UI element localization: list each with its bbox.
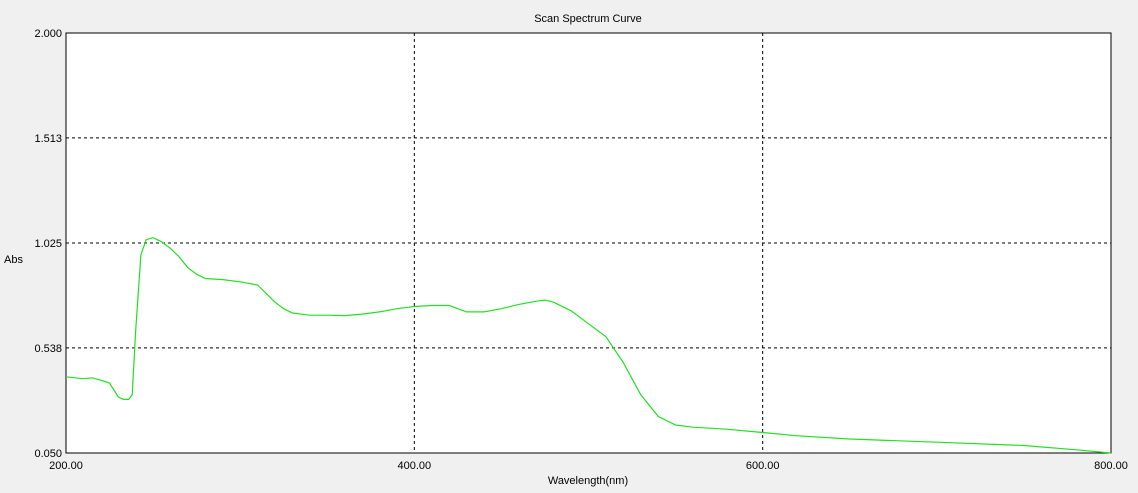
series-line-spectrum (65, 236, 1112, 454)
y-tick-label: 0.050 (34, 448, 62, 460)
x-tick-label: 600.00 (746, 460, 780, 472)
x-axis-ticks: 200.00 400.00 600.00 800.00 (49, 460, 1128, 472)
x-axis-label: Wavelength(nm) (548, 475, 628, 487)
chart-title: Scan Spectrum Curve (534, 13, 642, 25)
y-tick-label: 1.513 (34, 133, 62, 145)
y-tick-label: 0.538 (34, 343, 62, 355)
y-axis-ticks: 0.050 0.538 1.025 1.513 2.000 (34, 28, 62, 460)
y-axis-label: Abs (4, 254, 23, 266)
grid-lines (66, 33, 1111, 453)
x-tick-label: 200.00 (49, 460, 83, 472)
y-tick-label: 1.025 (34, 238, 62, 250)
x-tick-label: 400.00 (398, 460, 432, 472)
y-tick-label: 2.000 (34, 28, 62, 40)
x-tick-label: 800.00 (1094, 460, 1128, 472)
